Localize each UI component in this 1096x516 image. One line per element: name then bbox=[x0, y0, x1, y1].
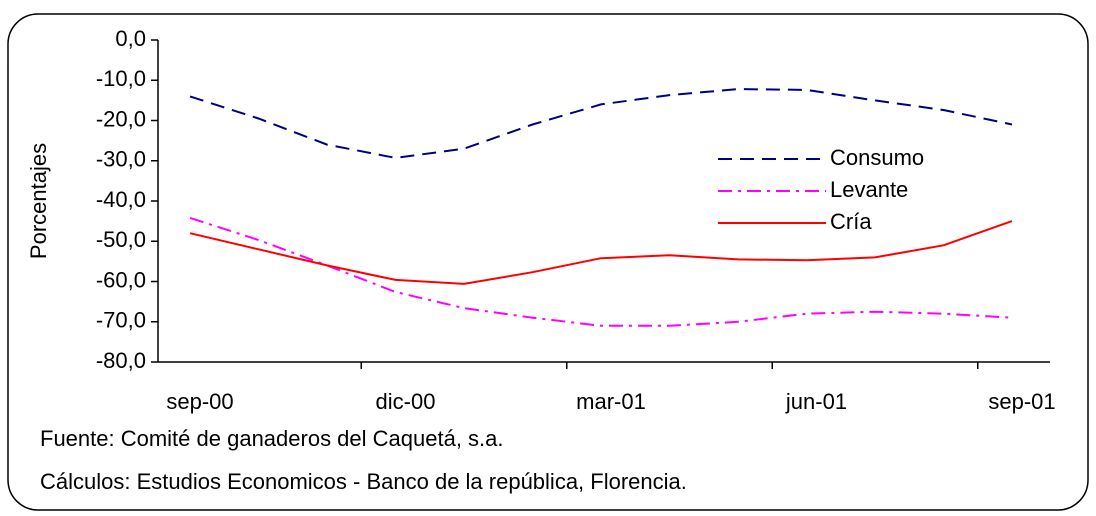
y-tick-label: -20,0 bbox=[96, 106, 146, 131]
x-tick-label: sep-00 bbox=[166, 389, 233, 414]
x-tick-label: jun-01 bbox=[785, 389, 847, 414]
y-tick-label: 0,0 bbox=[115, 26, 146, 51]
chart-border bbox=[7, 13, 1089, 511]
x-tick-label: mar-01 bbox=[576, 389, 646, 414]
source-note: Fuente: Comité de ganaderos del Caquetá,… bbox=[40, 426, 504, 451]
legend-label: Consumo bbox=[830, 145, 924, 170]
legend-label: Levante bbox=[830, 177, 908, 202]
y-tick-label: -60,0 bbox=[96, 267, 146, 292]
x-tick-label: sep-01 bbox=[988, 389, 1055, 414]
y-tick-label: -50,0 bbox=[96, 227, 146, 252]
y-tick-label: -40,0 bbox=[96, 187, 146, 212]
line-series bbox=[189, 220, 1013, 285]
y-tick-label: -30,0 bbox=[96, 147, 146, 172]
line-series bbox=[189, 88, 1013, 159]
y-tick-label: -70,0 bbox=[96, 308, 146, 333]
y-tick-label: -80,0 bbox=[96, 348, 146, 373]
calc-note: Cálculos: Estudios Economicos - Banco de… bbox=[40, 469, 687, 494]
x-tick-label: dic-00 bbox=[376, 389, 436, 414]
y-tick-label: -10,0 bbox=[96, 66, 146, 91]
legend-label: Cría bbox=[830, 209, 872, 234]
y-axis-label: Porcentajes bbox=[26, 143, 51, 259]
